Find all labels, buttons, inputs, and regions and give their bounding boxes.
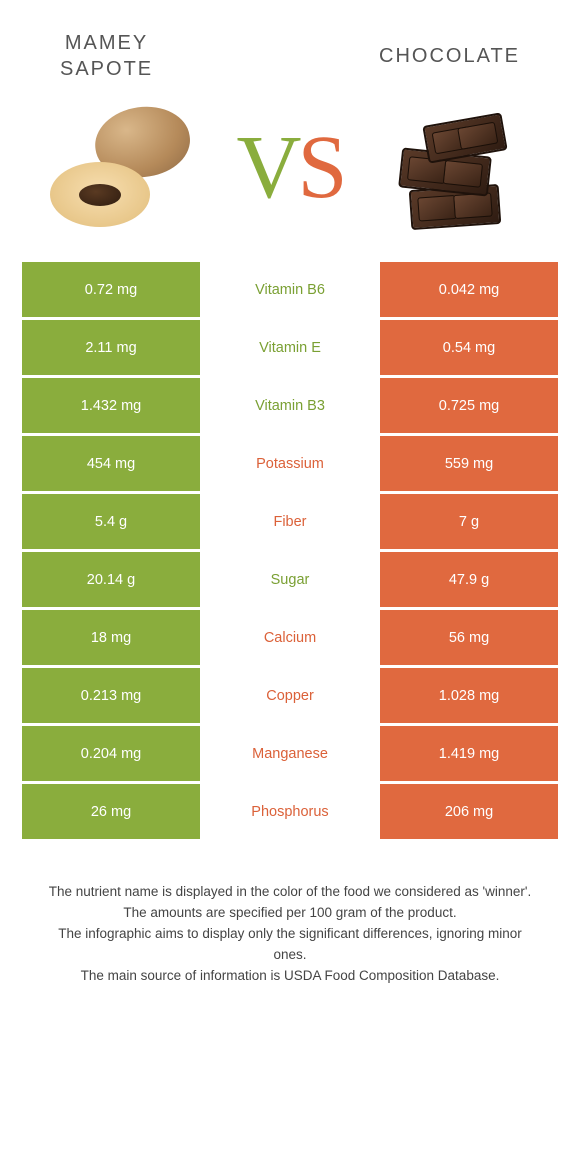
left-value: 0.213 mg <box>22 668 200 723</box>
nutrient-name: Vitamin B3 <box>200 378 380 433</box>
table-row: 18 mgCalcium56 mg <box>22 610 558 665</box>
left-value: 2.11 mg <box>22 320 200 375</box>
nutrient-name: Vitamin E <box>200 320 380 375</box>
right-value: 0.54 mg <box>380 320 558 375</box>
nutrient-name: Sugar <box>200 552 380 607</box>
nutrient-name: Potassium <box>200 436 380 491</box>
footnote-line: The infographic aims to display only the… <box>40 924 540 966</box>
table-row: 454 mgPotassium559 mg <box>22 436 558 491</box>
table-row: 1.432 mgVitamin B30.725 mg <box>22 378 558 433</box>
left-value: 0.72 mg <box>22 262 200 317</box>
right-value: 0.042 mg <box>380 262 558 317</box>
food-title-left-line1: Mamey <box>60 30 153 56</box>
footnote-line: The amounts are specified per 100 gram o… <box>40 903 540 924</box>
right-value: 7 g <box>380 494 558 549</box>
table-row: 0.204 mgManganese1.419 mg <box>22 726 558 781</box>
left-value: 5.4 g <box>22 494 200 549</box>
table-row: 0.213 mgCopper1.028 mg <box>22 668 558 723</box>
footnote-line: The main source of information is USDA F… <box>40 966 540 987</box>
right-value: 56 mg <box>380 610 558 665</box>
right-value: 1.419 mg <box>380 726 558 781</box>
food-title-right: Chocolate <box>379 45 520 68</box>
food-title-left: Mamey Sapote <box>60 30 153 82</box>
left-value: 18 mg <box>22 610 200 665</box>
right-value: 559 mg <box>380 436 558 491</box>
comparison-table: 0.72 mgVitamin B60.042 mg2.11 mgVitamin … <box>0 262 580 839</box>
chocolate-image <box>380 102 530 232</box>
vs-label: VS <box>236 116 343 219</box>
food-title-left-line2: Sapote <box>60 56 153 82</box>
right-value: 47.9 g <box>380 552 558 607</box>
table-row: 5.4 gFiber7 g <box>22 494 558 549</box>
nutrient-name: Vitamin B6 <box>200 262 380 317</box>
table-row: 0.72 mgVitamin B60.042 mg <box>22 262 558 317</box>
left-value: 26 mg <box>22 784 200 839</box>
left-value: 454 mg <box>22 436 200 491</box>
left-value: 0.204 mg <box>22 726 200 781</box>
nutrient-name: Phosphorus <box>200 784 380 839</box>
nutrient-name: Fiber <box>200 494 380 549</box>
mamey-sapote-image <box>50 102 200 232</box>
right-value: 206 mg <box>380 784 558 839</box>
nutrient-name: Copper <box>200 668 380 723</box>
footnote-line: The nutrient name is displayed in the co… <box>40 882 540 903</box>
vs-s: S <box>297 118 343 217</box>
table-row: 20.14 gSugar47.9 g <box>22 552 558 607</box>
right-value: 1.028 mg <box>380 668 558 723</box>
table-row: 2.11 mgVitamin E0.54 mg <box>22 320 558 375</box>
hero: VS <box>0 92 580 262</box>
nutrient-name: Calcium <box>200 610 380 665</box>
vs-v: V <box>236 118 297 217</box>
footnote: The nutrient name is displayed in the co… <box>0 842 580 987</box>
nutrient-name: Manganese <box>200 726 380 781</box>
header: Mamey Sapote Chocolate <box>0 0 580 92</box>
left-value: 1.432 mg <box>22 378 200 433</box>
table-row: 26 mgPhosphorus206 mg <box>22 784 558 839</box>
right-value: 0.725 mg <box>380 378 558 433</box>
left-value: 20.14 g <box>22 552 200 607</box>
